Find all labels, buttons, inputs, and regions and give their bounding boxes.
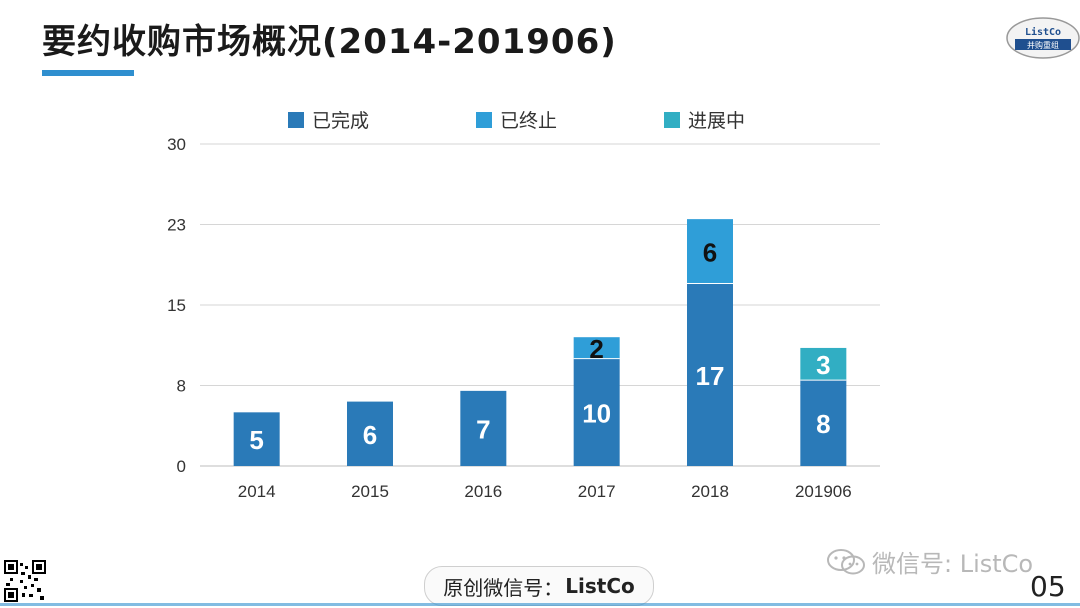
listco-logo: ListCo 并购重组: [1006, 17, 1080, 59]
bar-segment: [687, 283, 733, 466]
x-tick-label: 2018: [691, 482, 729, 501]
data-label: 5: [249, 425, 263, 455]
y-tick-label: 15: [167, 296, 186, 315]
logo-top-text: ListCo: [1025, 26, 1061, 38]
y-tick-label: 23: [167, 216, 186, 235]
legend-swatch: [288, 112, 304, 128]
wechat-watermark: 微信号: ListCo: [826, 544, 1033, 579]
bar-segment: [573, 358, 620, 466]
data-label: 2: [589, 334, 603, 364]
data-label: 17: [696, 361, 725, 391]
bar-segment: [233, 412, 280, 466]
footer-badge-prefix: 原创微信号：: [443, 575, 564, 600]
bar-segment: [800, 347, 847, 381]
legend-swatch: [664, 112, 680, 128]
y-tick-label: 0: [177, 457, 186, 476]
y-tick-label: 8: [177, 377, 186, 396]
qr-code-icon[interactable]: [4, 560, 46, 602]
data-label: 7: [476, 414, 490, 444]
x-tick-label: 2014: [238, 482, 276, 501]
x-tick-label: 2015: [351, 482, 389, 501]
x-tick-label: 2016: [464, 482, 502, 501]
data-label: 10: [582, 398, 611, 428]
footer-badge: 原创微信号： ListCo: [424, 566, 654, 606]
bar-segment: [347, 401, 393, 466]
legend-label: 已完成: [312, 110, 369, 132]
bottom-divider: [0, 603, 1080, 606]
bar-segment: [800, 380, 847, 466]
legend-swatch: [476, 112, 492, 128]
bar-segment: [687, 219, 733, 284]
legend-label: 已终止: [500, 110, 557, 132]
data-label: 8: [816, 409, 830, 439]
data-label: 6: [703, 237, 717, 267]
bar-segment: [573, 337, 620, 359]
title-underline: [42, 70, 134, 76]
y-tick-label: 30: [167, 135, 186, 154]
wechat-icon: [827, 548, 865, 574]
logo-bottom-text: 并购重组: [1027, 40, 1059, 50]
footer-badge-name: ListCo: [565, 574, 635, 598]
x-tick-label: 2017: [578, 482, 616, 501]
data-label: 6: [363, 420, 377, 450]
page-number: 05: [1030, 570, 1066, 603]
bar-segment: [460, 390, 507, 466]
data-label: 3: [816, 350, 830, 380]
wechat-id-text: 微信号: ListCo: [872, 550, 1034, 578]
legend-label: 进展中: [688, 110, 745, 132]
page-title: 要约收购市场概况(2014-201906): [42, 22, 617, 62]
x-tick-label: 201906: [795, 482, 852, 501]
